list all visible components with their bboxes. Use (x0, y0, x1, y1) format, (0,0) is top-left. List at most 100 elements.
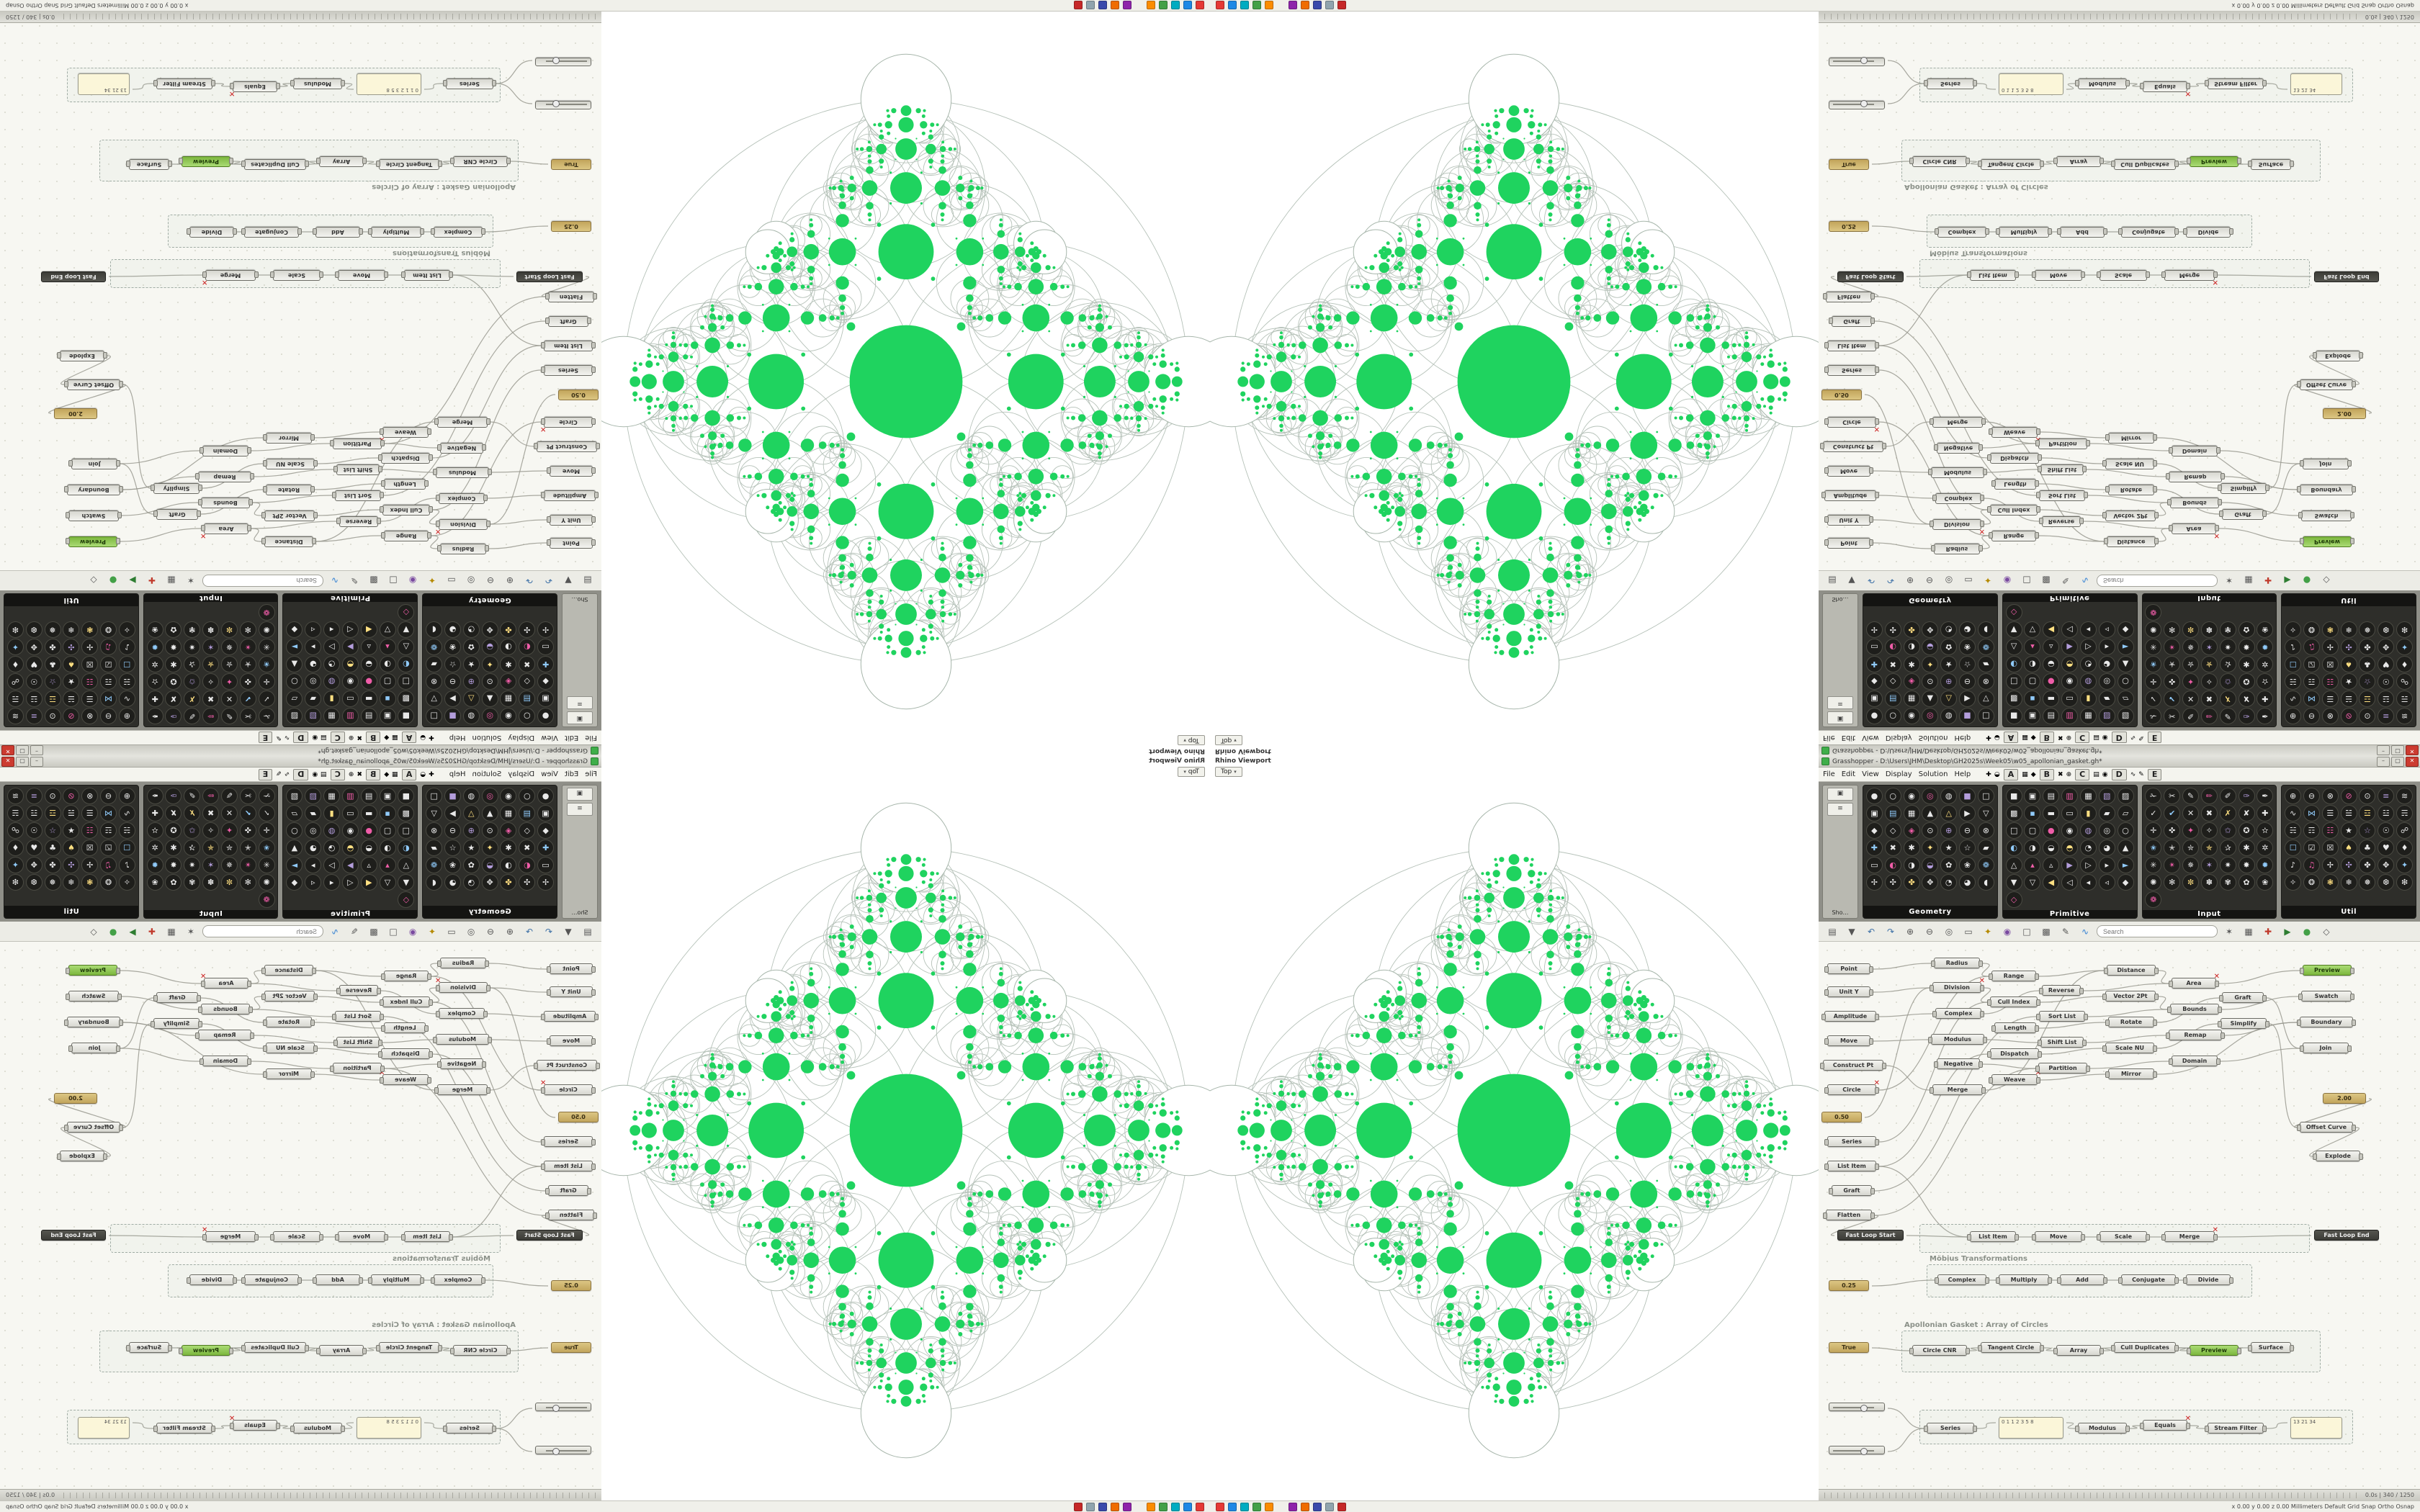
component-icon[interactable]: △ (2005, 857, 2022, 873)
component-icon[interactable]: ☆ (1959, 656, 1976, 672)
component-icon[interactable]: ◐ (2005, 656, 2022, 672)
gh-node[interactable]: Construct Pt (1820, 1060, 1886, 1071)
component-icon[interactable]: ▣ (537, 805, 555, 822)
taskbar-app-icon[interactable] (1240, 1, 1249, 10)
component-icon[interactable]: ■ (444, 788, 461, 804)
gh-node[interactable]: Offset Curve (2297, 1122, 2356, 1133)
toolbar-icon[interactable]: ◎ (1945, 575, 1953, 586)
gh-node[interactable]: Domain (2169, 1056, 2220, 1066)
component-icon[interactable]: ♦ (2396, 840, 2414, 856)
component-icon[interactable]: ▦ (323, 708, 341, 724)
gh-node[interactable] (1829, 57, 1885, 66)
component-icon[interactable]: ◍ (462, 788, 480, 804)
gh-node[interactable]: Circle ✕ (540, 417, 593, 433)
component-icon[interactable]: ▽ (379, 874, 396, 891)
gh-node[interactable]: Move (338, 270, 385, 281)
component-icon[interactable]: ♠ (2340, 656, 2357, 672)
component-icon[interactable]: ▤ (1884, 805, 1901, 822)
component-icon[interactable]: ▲ (286, 840, 303, 856)
component-icon[interactable]: ▼ (398, 621, 415, 638)
component-icon[interactable]: ◐ (398, 656, 415, 672)
component-icon[interactable]: ✗ (184, 805, 201, 822)
component-icon[interactable]: ✣ (519, 621, 536, 638)
toolbar-icon[interactable]: ▤ (1828, 575, 1837, 586)
toolbar-icon[interactable]: ✦ (1984, 575, 1992, 586)
taskbar-app-icon[interactable] (1289, 1502, 1297, 1511)
component-icon[interactable]: ✔ (239, 690, 256, 707)
gh-node[interactable]: Series (544, 1136, 593, 1147)
toolbar-icon[interactable]: ✚ (148, 575, 156, 586)
component-icon[interactable]: ❃ (81, 621, 99, 638)
toolbar-icon[interactable]: ◎ (467, 926, 475, 937)
toolbar-icon[interactable]: ▼ (1848, 926, 1855, 937)
component-icon[interactable]: ❂ (100, 621, 117, 638)
gh-node[interactable]: Length (1991, 1022, 2039, 1033)
component-icon[interactable]: ✵ (220, 639, 238, 655)
component-icon[interactable]: ◒ (481, 857, 498, 873)
component-icon[interactable]: ★ (2340, 673, 2357, 690)
component-icon[interactable]: ✤ (500, 874, 517, 891)
gh-node[interactable]: Cull Index (1987, 996, 2040, 1007)
component-icon[interactable]: ✳ (2145, 639, 2162, 655)
gh-node[interactable]: Mirror (2105, 1068, 2157, 1079)
component-icon[interactable]: ☶ (2303, 673, 2320, 690)
menu-item-view[interactable]: View (541, 734, 558, 742)
toolbar-icon[interactable]: ∿ (331, 575, 339, 586)
component-icon[interactable]: ❂ (100, 874, 117, 891)
gh-node[interactable]: Add (2060, 227, 2105, 238)
taskbar-app-icon[interactable] (1098, 1502, 1107, 1511)
component-icon[interactable]: ✤ (1903, 874, 1920, 891)
component-icon[interactable]: ⊕ (462, 673, 480, 690)
component-icon[interactable]: ✯ (202, 840, 220, 856)
menu-item-view[interactable]: View (541, 770, 558, 778)
gh-node[interactable]: True (551, 159, 591, 170)
component-icon[interactable]: ◑ (1903, 857, 1920, 873)
component-icon[interactable]: ✼ (220, 874, 238, 891)
component-icon[interactable]: ▽ (426, 690, 443, 707)
component-icon[interactable]: ◒ (2043, 656, 2060, 672)
component-icon[interactable]: ✧ (2285, 621, 2302, 638)
taskbar-app-icon[interactable] (1301, 1502, 1309, 1511)
gh-node[interactable]: Amplitude (544, 1011, 596, 1022)
component-icon[interactable]: ✑ (2238, 708, 2255, 724)
gh-node[interactable]: Merge ✕ (2164, 270, 2218, 286)
component-icon[interactable]: △ (398, 639, 415, 655)
component-icon[interactable]: ◃ (305, 874, 322, 891)
component-icon[interactable]: ☷ (2321, 822, 2339, 839)
component-icon[interactable]: ✻ (239, 621, 256, 638)
component-icon[interactable]: ▸ (2098, 639, 2115, 655)
component-icon[interactable]: ✁ (258, 708, 275, 724)
component-icon[interactable]: ◐ (519, 639, 536, 655)
component-icon[interactable]: ✣ (2340, 857, 2357, 873)
component-icon[interactable]: ♪ (2285, 857, 2302, 873)
category-tab-e[interactable]: E (2147, 732, 2162, 744)
component-icon[interactable]: ◀ (2043, 621, 2060, 638)
toolbar-icon[interactable]: ✚ (2264, 575, 2272, 586)
component-icon[interactable]: ❄ (63, 874, 80, 891)
search-input[interactable] (202, 575, 323, 587)
component-icon[interactable]: ▲ (286, 656, 303, 672)
gh-node[interactable]: Modulus (1931, 467, 1984, 478)
toolbar-icon[interactable]: ✎ (2061, 926, 2070, 937)
component-icon[interactable]: ✯ (202, 656, 220, 672)
component-icon[interactable]: ◎ (305, 673, 322, 690)
component-icon[interactable]: ▲ (1922, 690, 1939, 707)
toolbar-icon[interactable]: ∿ (2081, 926, 2089, 937)
gh-node[interactable]: Unit Y (550, 986, 593, 997)
gh-node[interactable]: Divide (189, 1274, 234, 1285)
component-icon[interactable]: ✺ (2145, 874, 2162, 891)
component-icon[interactable]: ✒ (2257, 708, 2274, 724)
component-icon[interactable]: ◐ (2005, 840, 2022, 856)
component-icon[interactable]: ❄ (2340, 621, 2357, 638)
component-icon[interactable]: ▩ (398, 690, 415, 707)
component-icon[interactable]: ✩ (2219, 822, 2236, 839)
gh-node[interactable]: List Item (1824, 1161, 1879, 1171)
toolbar-icon[interactable]: ◉ (2003, 926, 2012, 937)
component-icon[interactable]: ✮ (220, 656, 238, 672)
gh-node[interactable]: Merge ✕ (2161, 1226, 2218, 1242)
toolbar-icon[interactable]: ✶ (2225, 926, 2233, 937)
component-icon[interactable]: ◉ (1903, 788, 1920, 804)
gh-node[interactable]: Fast Loop Start (516, 271, 583, 282)
component-icon[interactable]: ≋ (2396, 708, 2414, 724)
gh-node[interactable]: Move (2035, 270, 2082, 281)
